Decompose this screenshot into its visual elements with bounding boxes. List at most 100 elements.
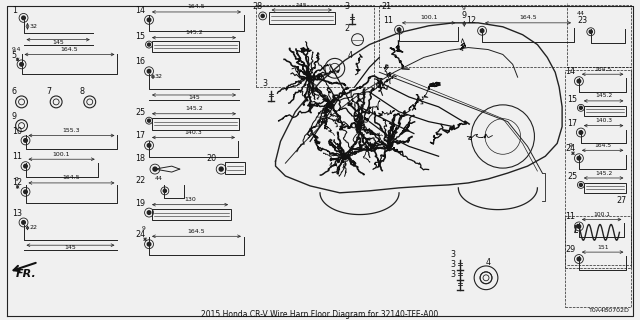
Circle shape bbox=[579, 131, 582, 134]
Text: 9: 9 bbox=[15, 177, 19, 182]
Circle shape bbox=[261, 14, 264, 18]
Text: 18: 18 bbox=[135, 154, 145, 163]
Bar bbox=[584, 106, 627, 116]
Text: 151: 151 bbox=[597, 244, 609, 250]
Circle shape bbox=[579, 183, 582, 186]
Text: 12: 12 bbox=[12, 178, 22, 187]
Bar bbox=[225, 162, 245, 174]
Circle shape bbox=[148, 119, 150, 122]
Text: 24: 24 bbox=[135, 230, 145, 239]
Text: FR.: FR. bbox=[15, 269, 36, 279]
Text: 13: 13 bbox=[12, 209, 22, 218]
Text: 140.3: 140.3 bbox=[184, 130, 202, 135]
Text: 22: 22 bbox=[135, 176, 145, 185]
Circle shape bbox=[480, 29, 484, 33]
Text: 9: 9 bbox=[569, 143, 573, 148]
Text: 100.1: 100.1 bbox=[593, 212, 610, 217]
Text: 145: 145 bbox=[52, 40, 64, 44]
Text: 16: 16 bbox=[135, 57, 145, 66]
Text: 11: 11 bbox=[565, 212, 575, 221]
Circle shape bbox=[148, 43, 150, 46]
Circle shape bbox=[589, 30, 593, 33]
Text: 164.5: 164.5 bbox=[594, 143, 611, 148]
Text: 3: 3 bbox=[451, 260, 456, 269]
Text: 164.5: 164.5 bbox=[519, 15, 537, 20]
Text: 17: 17 bbox=[567, 119, 577, 128]
Text: 14: 14 bbox=[135, 6, 145, 15]
Text: 145.2: 145.2 bbox=[595, 93, 612, 99]
Circle shape bbox=[24, 139, 28, 142]
Text: 20: 20 bbox=[206, 154, 216, 163]
Text: 32: 32 bbox=[29, 24, 38, 29]
Text: 14: 14 bbox=[565, 67, 575, 76]
Text: 22: 22 bbox=[29, 225, 38, 230]
Circle shape bbox=[577, 156, 580, 160]
Text: 7: 7 bbox=[46, 87, 51, 96]
Text: 2: 2 bbox=[345, 24, 350, 33]
Text: 9: 9 bbox=[12, 112, 17, 121]
Text: 32: 32 bbox=[155, 74, 163, 79]
Text: 28: 28 bbox=[253, 2, 263, 11]
Bar bbox=[152, 41, 239, 52]
Circle shape bbox=[147, 243, 151, 246]
Bar bbox=[269, 12, 335, 24]
Text: 100.1: 100.1 bbox=[53, 152, 70, 157]
Text: 8: 8 bbox=[80, 87, 85, 96]
Text: 3: 3 bbox=[262, 79, 268, 88]
Circle shape bbox=[153, 167, 157, 171]
Text: 15: 15 bbox=[135, 32, 145, 41]
Circle shape bbox=[579, 106, 582, 109]
Bar bbox=[584, 183, 627, 193]
Text: 9: 9 bbox=[142, 226, 146, 231]
Text: 145.2: 145.2 bbox=[185, 106, 203, 111]
Circle shape bbox=[397, 28, 401, 32]
Text: 25: 25 bbox=[567, 172, 577, 181]
Text: 164.5: 164.5 bbox=[61, 47, 78, 52]
Text: 140.3: 140.3 bbox=[595, 118, 612, 123]
Text: 12: 12 bbox=[467, 16, 476, 25]
Text: 44: 44 bbox=[577, 11, 585, 16]
Circle shape bbox=[163, 189, 166, 192]
Circle shape bbox=[22, 221, 26, 224]
Text: 11: 11 bbox=[383, 16, 393, 25]
Text: 100.1: 100.1 bbox=[420, 15, 438, 20]
Text: 6: 6 bbox=[12, 87, 17, 96]
Text: 145: 145 bbox=[296, 3, 308, 8]
Text: 44: 44 bbox=[155, 176, 163, 181]
Text: 145: 145 bbox=[65, 245, 76, 250]
Text: 9.4: 9.4 bbox=[12, 46, 21, 52]
Text: 164.5: 164.5 bbox=[594, 67, 611, 72]
Text: 3: 3 bbox=[345, 2, 349, 11]
Bar bbox=[152, 209, 231, 220]
Text: 21: 21 bbox=[381, 2, 392, 11]
Text: 9: 9 bbox=[461, 6, 465, 11]
Text: 3: 3 bbox=[451, 270, 456, 279]
Circle shape bbox=[147, 144, 151, 147]
Circle shape bbox=[24, 164, 28, 168]
Text: 3: 3 bbox=[451, 250, 456, 259]
Circle shape bbox=[147, 69, 151, 73]
Text: 15: 15 bbox=[567, 95, 577, 104]
Circle shape bbox=[577, 79, 580, 83]
Circle shape bbox=[577, 225, 580, 228]
Text: 164.5: 164.5 bbox=[63, 175, 80, 180]
Text: T0A4B0702D: T0A4B0702D bbox=[589, 308, 630, 313]
Text: 164.5: 164.5 bbox=[188, 4, 205, 10]
Text: 5: 5 bbox=[12, 52, 17, 60]
Text: 29: 29 bbox=[565, 245, 575, 254]
Text: 23: 23 bbox=[577, 16, 587, 25]
Text: 9: 9 bbox=[461, 11, 467, 20]
Text: 1: 1 bbox=[12, 6, 17, 15]
Text: 10: 10 bbox=[12, 126, 22, 135]
Circle shape bbox=[147, 18, 151, 22]
Text: 145: 145 bbox=[188, 95, 200, 100]
Circle shape bbox=[22, 16, 26, 20]
Text: 27: 27 bbox=[616, 196, 627, 205]
Text: 155.3: 155.3 bbox=[63, 128, 80, 133]
Circle shape bbox=[577, 257, 580, 261]
Circle shape bbox=[147, 211, 151, 214]
Text: 25: 25 bbox=[135, 108, 145, 117]
Bar bbox=[152, 118, 239, 130]
Text: 4: 4 bbox=[486, 258, 491, 267]
Circle shape bbox=[220, 167, 223, 171]
